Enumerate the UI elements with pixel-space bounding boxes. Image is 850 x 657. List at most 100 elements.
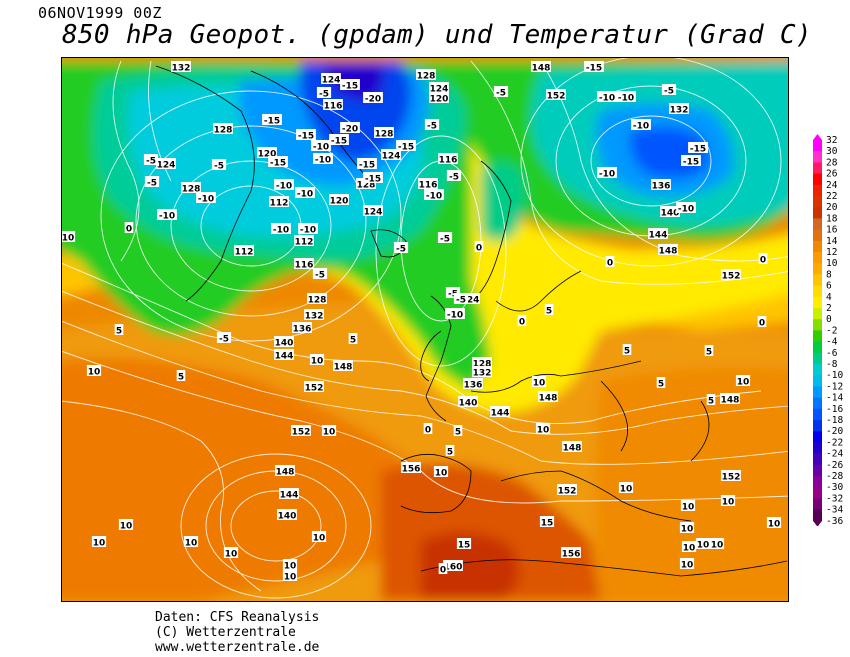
- geopotential-label: 128: [375, 130, 394, 140]
- legend-tick-label: 0: [826, 314, 832, 325]
- geopotential-label: 136: [652, 182, 671, 192]
- temperature-label-bg: [312, 268, 328, 279]
- temperature-label: 10: [682, 503, 695, 513]
- geopotential-label-bg: [538, 391, 558, 402]
- legend-tick-label: -10: [826, 370, 843, 381]
- date-label: 06NOV1999 00Z: [38, 4, 162, 22]
- temperature-label: -5: [396, 245, 406, 255]
- legend-swatch: [813, 386, 822, 399]
- legend-swatch: [813, 285, 822, 298]
- temperature-label: -10: [618, 94, 634, 104]
- legend-swatch: [813, 464, 822, 477]
- geopotential-label: 148: [276, 468, 295, 478]
- temperature-label: 10: [620, 485, 633, 495]
- temperature-label-bg: [597, 167, 617, 178]
- geopotential-label-bg: [443, 560, 463, 571]
- legend-tick-label: 20: [826, 202, 838, 213]
- temperature-label-bg: [531, 376, 547, 387]
- geopotential-label: 160: [444, 563, 463, 573]
- legend-tick-label: -34: [826, 505, 843, 516]
- legend-swatch: [813, 487, 822, 499]
- temperature-label: 10: [323, 428, 336, 438]
- temperature-label: 10: [284, 573, 297, 583]
- temperature-label-bg: [437, 232, 453, 243]
- temperature-label: -15: [264, 117, 280, 127]
- temperature-label: 0: [519, 318, 525, 328]
- temperature-label-bg: [124, 222, 134, 233]
- temperature-label: 10: [681, 525, 694, 535]
- legend-tick-label: -8: [826, 359, 838, 370]
- legend-tick-label: 4: [826, 292, 832, 303]
- temperature-label: -5: [315, 271, 325, 281]
- temperature-label: -5: [214, 162, 224, 172]
- chart-title: 850 hPa Geopot. (gpdam) und Temperatur (…: [62, 20, 812, 50]
- temperature-label-bg: [223, 547, 239, 558]
- legend-tick-label: -32: [826, 493, 843, 504]
- geopotential-label-bg: [294, 235, 314, 246]
- temperature-label: -10: [273, 226, 289, 236]
- temperature-label-bg: [393, 242, 409, 253]
- temperature-label: 10: [93, 539, 106, 549]
- temperature-label-bg: [157, 209, 177, 220]
- temperature-label-bg: [631, 119, 651, 130]
- geopotential-label-bg: [531, 61, 551, 72]
- geopotential-label-bg: [721, 470, 741, 481]
- geopotential-label: 148: [539, 394, 558, 404]
- geopotential-label-bg: [463, 378, 483, 389]
- legend-tick-label: 8: [826, 269, 832, 280]
- temperature-label: -5: [449, 173, 459, 183]
- temperature-label-bg: [262, 114, 282, 125]
- temperature-label: -5: [427, 122, 437, 132]
- temperature-label: -15: [359, 161, 375, 171]
- temperature-label: -15: [342, 82, 358, 92]
- legend-swatch: [813, 263, 822, 275]
- temperature-label-bg: [735, 375, 751, 386]
- geopotential-label-bg: [721, 269, 741, 280]
- temperature-label-bg: [681, 541, 697, 552]
- temperature-label-bg: [295, 187, 315, 198]
- temperature-label-bg: [274, 179, 294, 190]
- geopotential-label-bg: [562, 441, 582, 452]
- temperature-label: 5: [546, 307, 552, 317]
- geopotential-label-bg: [294, 258, 314, 269]
- temperature-label-bg: [656, 377, 666, 388]
- legend-tick-label: 26: [826, 169, 838, 180]
- temperature-label-bg: [758, 253, 768, 264]
- geopotential-label-bg: [546, 89, 566, 100]
- geopotential-label-bg: [269, 196, 289, 207]
- temperature-label: 0: [476, 244, 482, 254]
- temperature-label-bg: [597, 91, 617, 102]
- geopotential-label: 156: [562, 550, 581, 560]
- geopotential-label: 132: [305, 312, 324, 322]
- legend-tick-label: -36: [826, 516, 843, 526]
- legend-swatch: [813, 397, 822, 410]
- geopotential-label-bg: [279, 488, 299, 499]
- geopotential-label: 128: [214, 126, 233, 136]
- geopotential-label-bg: [669, 103, 689, 114]
- geopotential-label: 124: [461, 296, 480, 306]
- geopotential-contours: [62, 58, 788, 599]
- temperature-label: 10: [225, 550, 238, 560]
- legend-tick-label: -14: [826, 393, 843, 404]
- temperature-label: 10: [722, 498, 735, 508]
- legend-swatch: [813, 498, 822, 511]
- legend-swatch: [813, 341, 822, 354]
- legend-tick-label: 16: [826, 225, 838, 236]
- temperature-label: -5: [496, 89, 506, 99]
- weather-map: 132 124 128 124 120 148 152 132 116 128 128 120 124 1…: [61, 57, 789, 602]
- temperature-labels: -5-15-20-5-15-10 -10-5-15-20 -5 -10-15 -15-1…: [62, 61, 782, 583]
- temperature-label-bg: [622, 344, 632, 355]
- geopotential-label-bg: [291, 425, 311, 436]
- legend-swatch: [813, 140, 822, 152]
- temperature-label-bg: [445, 445, 455, 456]
- temperature-label-bg: [757, 316, 767, 327]
- temperature-label-bg: [316, 87, 332, 98]
- temperature-label: -15: [331, 137, 347, 147]
- temperature-label: -20: [365, 95, 381, 105]
- temperature-label: 10: [768, 520, 781, 530]
- geopotential-label-bg: [472, 357, 492, 368]
- legend-swatch: [813, 184, 822, 197]
- temperature-label-bg: [688, 142, 708, 153]
- temperature-label: -5: [440, 235, 450, 245]
- legend-swatch: [813, 431, 822, 443]
